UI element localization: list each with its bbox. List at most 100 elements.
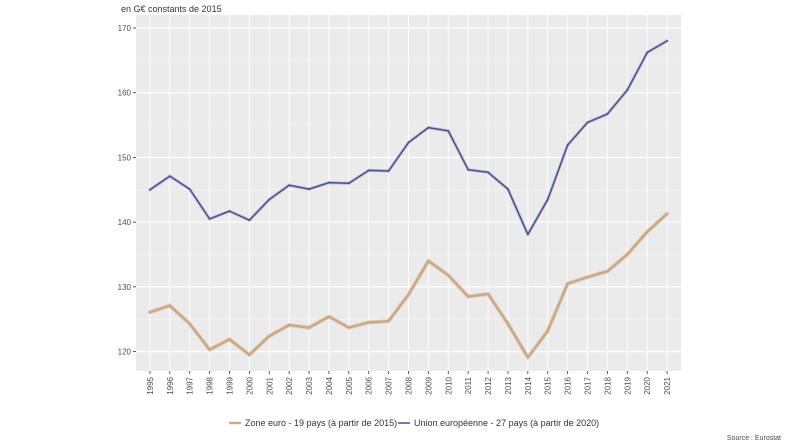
data-point: [586, 276, 589, 279]
data-point: [526, 233, 529, 236]
y-tick-label: 170: [118, 24, 132, 33]
y-tick-label: 140: [118, 218, 132, 227]
data-point: [546, 329, 549, 332]
data-point: [526, 356, 529, 359]
x-tick-label: 2018: [603, 376, 612, 394]
series-layer: [147, 39, 670, 360]
legend-label: Zone euro - 19 pays (à partir de 2015): [245, 418, 397, 428]
data-point: [427, 126, 430, 129]
x-tick-label: 2006: [365, 376, 374, 394]
data-point: [188, 188, 191, 191]
data-point: [188, 322, 191, 325]
data-point: [228, 338, 231, 341]
data-point: [367, 169, 370, 172]
data-point: [387, 170, 390, 172]
source-label: Source : Eurostat: [727, 435, 781, 442]
data-point: [646, 230, 649, 233]
series-2: [148, 39, 669, 237]
data-point: [268, 198, 271, 201]
y-tick-label: 130: [118, 283, 132, 292]
data-point: [288, 324, 291, 326]
x-tick-label: 2000: [245, 376, 254, 394]
data-point: [626, 253, 629, 256]
data-point: [447, 129, 450, 132]
data-point: [308, 188, 310, 191]
data-point: [288, 184, 291, 187]
x-tick-label: 2001: [265, 376, 274, 394]
legend: Zone euro - 19 pays (à partir de 2015) Un…: [229, 418, 599, 428]
data-point: [328, 315, 330, 318]
y-tick-label: 150: [118, 153, 132, 162]
data-point: [328, 181, 330, 184]
grid-major: [136, 15, 681, 371]
y-tick-label: 160: [118, 89, 132, 98]
x-tick-label: 2011: [464, 376, 473, 394]
data-point: [467, 168, 470, 171]
x-tick-label: 2021: [663, 376, 672, 394]
legend-item-1: Zone euro - 19 pays (à partir de 2015): [229, 418, 397, 428]
x-tick-label: 2013: [504, 376, 513, 394]
data-point: [507, 188, 509, 191]
data-point: [566, 282, 569, 285]
legend-label: Union européenne - 27 pays (à partir de …: [414, 418, 599, 428]
data-point: [566, 144, 569, 147]
data-point: [228, 210, 231, 213]
x-tick-label: 1996: [166, 376, 175, 394]
data-point: [666, 212, 668, 215]
x-tick-label: 2002: [285, 376, 294, 394]
x-tick-label: 1998: [206, 376, 215, 394]
x-tick-label: 2004: [325, 376, 334, 394]
data-point: [447, 274, 450, 277]
data-point: [248, 353, 251, 356]
data-point: [248, 219, 251, 222]
y-axis: 120 130 140 150 160 170: [118, 24, 136, 357]
x-tick-label: 2009: [424, 376, 433, 394]
data-point: [149, 188, 151, 191]
x-tick-label: 1999: [225, 376, 234, 394]
data-point: [487, 171, 489, 174]
x-tick-label: 2012: [484, 376, 493, 394]
x-axis: 1995 1996 1997 1998 1999 2000 2001 2002 2003 2004…: [146, 371, 672, 395]
x-tick-label: 2019: [623, 376, 632, 394]
x-tick-label: 2003: [305, 376, 314, 394]
series-1: [147, 211, 670, 360]
data-point: [367, 321, 370, 324]
data-point: [268, 335, 271, 337]
x-tick-label: 2015: [544, 376, 553, 394]
data-point: [208, 348, 211, 351]
data-point: [666, 39, 668, 42]
data-point: [407, 141, 410, 144]
x-tick-label: 2010: [444, 376, 453, 394]
data-point: [586, 121, 589, 124]
data-point: [149, 311, 151, 313]
data-point: [347, 326, 350, 329]
x-tick-label: 2014: [524, 376, 533, 394]
data-point: [646, 51, 649, 54]
data-point: [347, 182, 350, 185]
x-tick-label: 2017: [584, 376, 593, 394]
data-point: [308, 326, 310, 329]
x-tick-label: 2020: [643, 376, 652, 394]
data-point: [467, 295, 470, 298]
x-tick-label: 2005: [345, 376, 354, 394]
x-tick-label: 1995: [146, 376, 155, 394]
data-point: [208, 217, 211, 220]
y-unit-label: en G€ constants de 2015: [121, 4, 222, 14]
data-point: [626, 89, 629, 91]
x-tick-label: 1997: [186, 376, 195, 394]
x-tick-label: 2007: [385, 376, 394, 394]
data-point: [387, 320, 390, 323]
x-tick-label: 2016: [564, 376, 573, 394]
x-tick-label: 2008: [405, 376, 414, 394]
data-point: [168, 304, 171, 307]
data-point: [606, 270, 609, 273]
data-point: [546, 198, 549, 201]
data-point: [487, 293, 489, 295]
data-point: [507, 322, 509, 325]
data-point: [427, 260, 430, 262]
data-point: [606, 113, 609, 115]
y-tick-label: 120: [118, 348, 132, 357]
legend-item-2: Union européenne - 27 pays (à partir de …: [398, 418, 599, 428]
data-point: [168, 175, 171, 178]
